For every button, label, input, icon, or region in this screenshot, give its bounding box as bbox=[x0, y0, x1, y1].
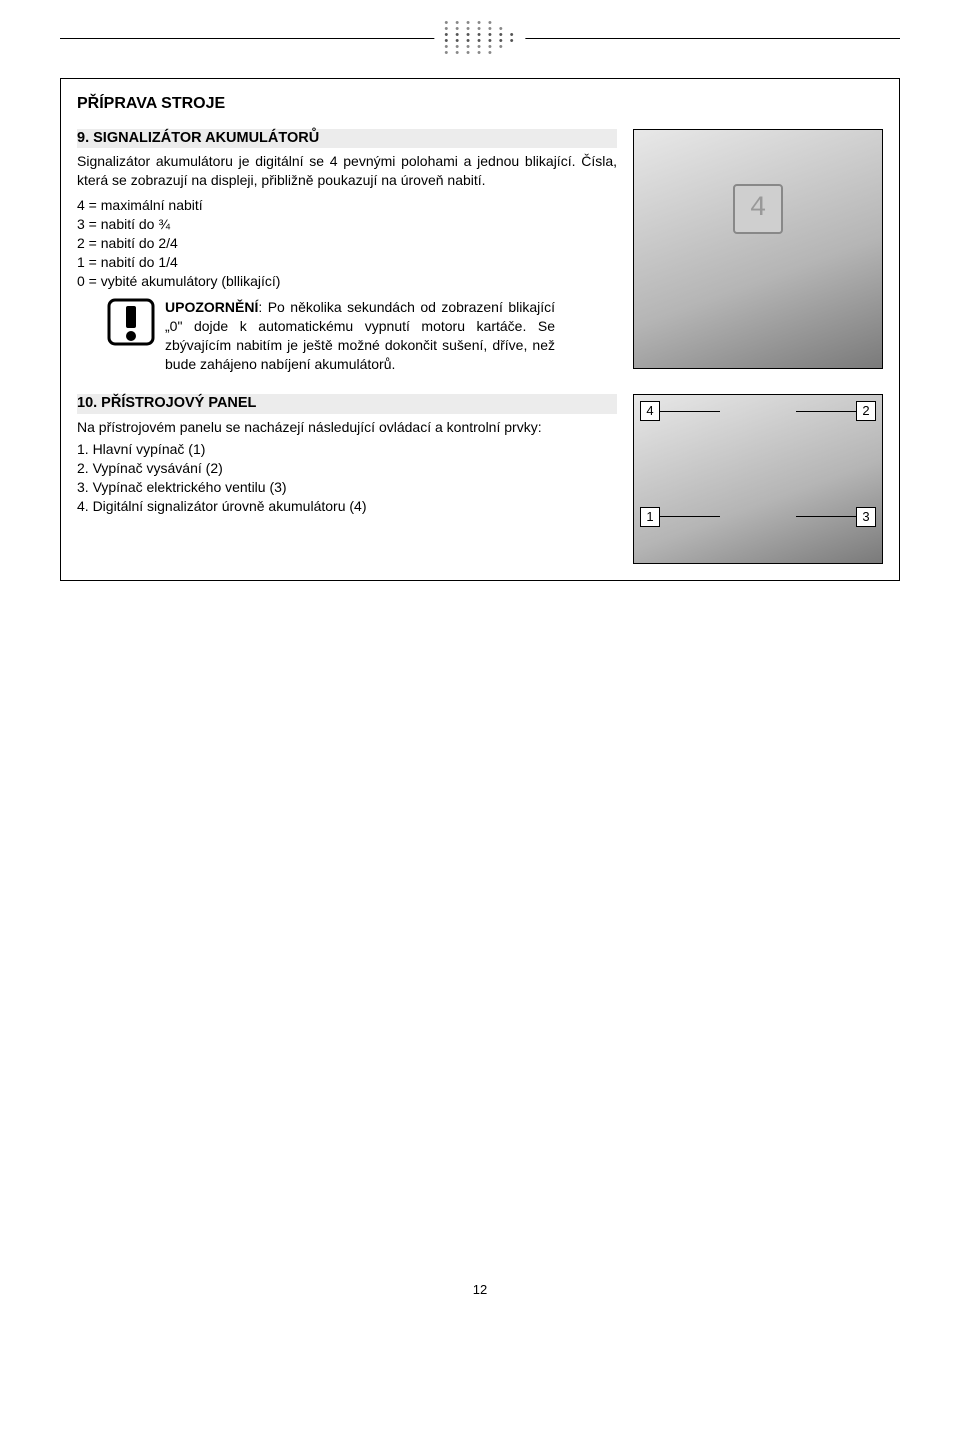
control-item-3: 3. Vypínač elektrického ventilu (3) bbox=[77, 478, 617, 497]
display-digit: 4 bbox=[733, 184, 783, 234]
page-number: 12 bbox=[60, 1281, 900, 1299]
figure-9-image: 4 bbox=[634, 130, 882, 368]
warning-icon bbox=[107, 298, 155, 351]
warning-label: UPOZORNĚNÍ bbox=[165, 299, 258, 315]
control-item-2: 2. Vypínač vysávání (2) bbox=[77, 459, 617, 478]
charge-level-list: 4 = maximální nabití 3 = nabití do ¾ 2 =… bbox=[77, 196, 617, 290]
control-item-1: 1. Hlavní vypínač (1) bbox=[77, 440, 617, 459]
figure-10: 4 2 1 3 bbox=[633, 394, 883, 564]
section-9-heading: 9. SIGNALIZÁTOR AKUMULÁTORŮ bbox=[77, 129, 617, 149]
page-title: PŘÍPRAVA STROJE bbox=[77, 93, 883, 115]
callout-line-3 bbox=[796, 516, 856, 517]
callout-line-4 bbox=[660, 411, 720, 412]
content-frame: PŘÍPRAVA STROJE 9. SIGNALIZÁTOR AKUMULÁT… bbox=[60, 78, 900, 581]
header-divider: • • • • • • • • • • • • • • • • • • • • … bbox=[60, 20, 900, 60]
callout-4: 4 bbox=[640, 401, 660, 421]
callout-3: 3 bbox=[856, 507, 876, 527]
control-item-4: 4. Digitální signalizátor úrovně akumulá… bbox=[77, 497, 617, 516]
header-logo-dots: • • • • • • • • • • • • • • • • • • • • … bbox=[434, 20, 525, 56]
callout-1: 1 bbox=[640, 507, 660, 527]
level-0: 0 = vybité akumulátory (bllikající) bbox=[77, 272, 617, 291]
section-9: 9. SIGNALIZÁTOR AKUMULÁTORŮ Signalizátor… bbox=[77, 129, 883, 374]
callout-line-2 bbox=[796, 411, 856, 412]
callout-2: 2 bbox=[856, 401, 876, 421]
level-4: 4 = maximální nabití bbox=[77, 196, 617, 215]
warning-block: UPOZORNĚNÍ: Po několika sekundách od zob… bbox=[107, 298, 617, 374]
section-10-heading: 10. PŘÍSTROJOVÝ PANEL bbox=[77, 394, 617, 414]
section-10-intro: Na přístrojovém panelu se nacházejí násl… bbox=[77, 418, 617, 437]
section-9-intro: Signalizátor akumulátoru je digitální se… bbox=[77, 152, 617, 190]
level-2: 2 = nabití do 2/4 bbox=[77, 234, 617, 253]
section-10: 10. PŘÍSTROJOVÝ PANEL Na přístrojovém pa… bbox=[77, 394, 883, 564]
callout-line-1 bbox=[660, 516, 720, 517]
figure-9: 4 bbox=[633, 129, 883, 369]
level-3: 3 = nabití do ¾ bbox=[77, 215, 617, 234]
figure-10-image bbox=[634, 395, 882, 563]
level-1: 1 = nabití do 1/4 bbox=[77, 253, 617, 272]
warning-text: UPOZORNĚNÍ: Po několika sekundách od zob… bbox=[165, 298, 555, 374]
control-list: 1. Hlavní vypínač (1) 2. Vypínač vysáván… bbox=[77, 440, 617, 516]
